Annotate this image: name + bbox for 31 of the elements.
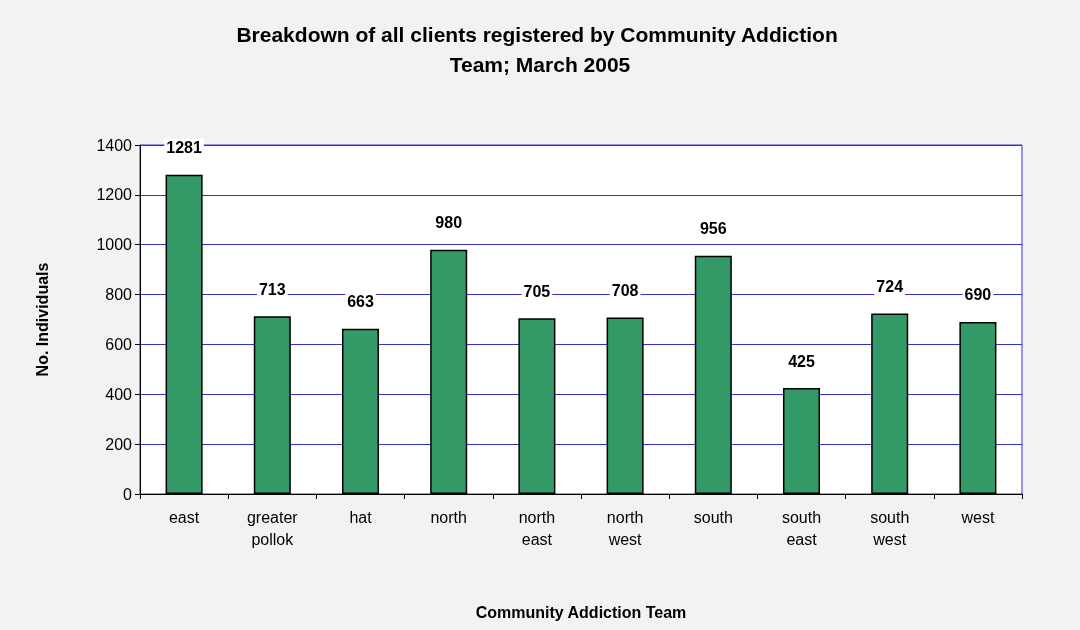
data-label: 980 — [435, 214, 463, 232]
data-label: 690 — [964, 286, 992, 304]
y-tick-label: 1400 — [96, 136, 133, 154]
y-tick-label: 1200 — [96, 186, 133, 204]
x-tick-label: north east — [518, 508, 556, 548]
x-tick-label: south — [693, 508, 733, 526]
y-tick-label: 1000 — [96, 236, 133, 254]
y-tick-label: 800 — [105, 286, 133, 304]
data-label: 663 — [347, 293, 374, 311]
x-tick-label: greater pollok — [246, 508, 299, 548]
y-tick-label: 400 — [105, 385, 133, 403]
x-tick-label: hat — [349, 508, 373, 526]
x-axis-title: Community Addiction Team — [475, 603, 687, 621]
x-tick-label: north — [430, 508, 467, 526]
data-label: 708 — [611, 282, 639, 300]
y-tick-label: 0 — [123, 485, 133, 503]
x-tick-label: north west — [606, 508, 644, 548]
data-label: 705 — [523, 282, 551, 300]
x-tick-label: south east — [781, 508, 822, 548]
data-label: 956 — [699, 220, 727, 238]
data-label: 1281 — [166, 139, 202, 157]
x-tick-label: west — [960, 508, 995, 526]
x-tick-label: south west — [870, 508, 910, 548]
chart-title: Breakdown of all clients registered by Community Addiction Team; March 2005 — [236, 22, 844, 76]
x-tick-label: east — [168, 508, 200, 526]
y-tick-label: 600 — [105, 335, 133, 353]
data-label: 713 — [258, 280, 286, 298]
data-label: 425 — [788, 352, 815, 370]
data-label: 724 — [876, 278, 904, 296]
y-tick-label: 200 — [105, 435, 133, 453]
y-axis-title: No. Individuals — [33, 262, 51, 377]
